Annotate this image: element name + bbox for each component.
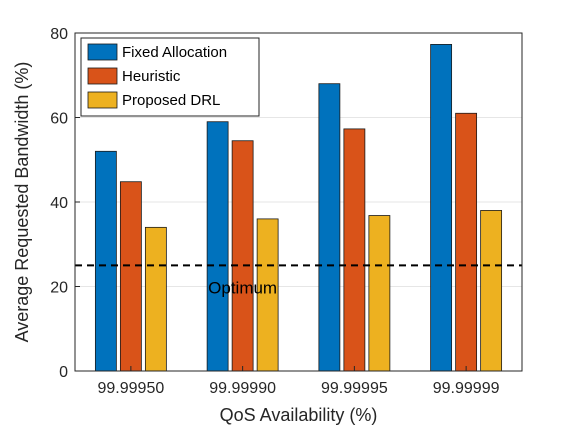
y-tick-label: 80 xyxy=(50,26,68,43)
bar xyxy=(455,112,478,372)
legend-label: Heuristic xyxy=(122,68,181,85)
legend: Fixed Allocation Heuristic Proposed DRL xyxy=(80,37,260,117)
x-tick-label: 99.99995 xyxy=(321,380,388,397)
bar xyxy=(231,140,254,372)
x-tick-label: 99.99999 xyxy=(433,380,500,397)
bar xyxy=(318,83,341,372)
bar xyxy=(144,226,167,372)
y-axis-label: Average Requested Bandwidth (%) xyxy=(12,62,32,343)
legend-swatch xyxy=(87,67,118,85)
bars xyxy=(94,44,503,372)
y-tick-label: 40 xyxy=(50,195,68,212)
y-tick-label: 60 xyxy=(50,111,68,128)
legend-swatch xyxy=(87,43,118,61)
bar xyxy=(94,150,117,372)
optimum-label: Optimum xyxy=(208,278,277,297)
y-axis-ticks: 0 20 40 60 80 xyxy=(50,26,80,381)
legend-label: Fixed Allocation xyxy=(122,44,227,61)
reference-line-group: Optimum xyxy=(75,264,522,297)
x-axis-ticks: 99.99950 99.99990 99.99995 99.99999 xyxy=(98,366,500,397)
x-tick-label: 99.99990 xyxy=(209,380,276,397)
bar xyxy=(343,128,366,372)
y-tick-label: 0 xyxy=(59,364,68,381)
bar xyxy=(480,210,503,372)
bar xyxy=(368,215,391,372)
legend-label: Proposed DRL xyxy=(122,92,220,109)
bar xyxy=(119,181,142,372)
bar xyxy=(430,44,453,372)
y-tick-label: 20 xyxy=(50,280,68,297)
legend-swatch xyxy=(87,91,118,109)
bar xyxy=(206,121,229,372)
x-tick-label: 99.99950 xyxy=(98,380,165,397)
x-axis-label: QoS Availability (%) xyxy=(220,405,378,425)
